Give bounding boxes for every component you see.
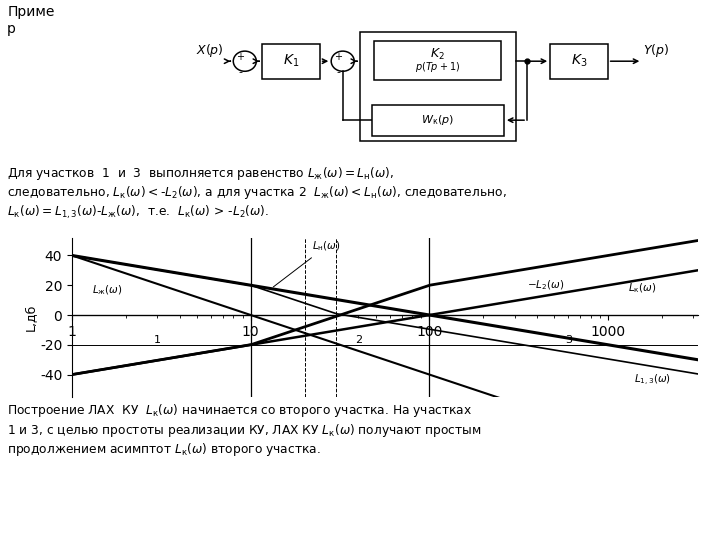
- Text: 2: 2: [355, 335, 362, 345]
- Text: $K_2$: $K_2$: [431, 46, 445, 62]
- Text: -: -: [238, 68, 242, 77]
- Text: $X(p)$: $X(p)$: [196, 42, 223, 59]
- Text: $L_\text{ж}(\omega)$: $L_\text{ж}(\omega)$: [92, 283, 123, 296]
- Text: $K_1$: $K_1$: [283, 53, 299, 70]
- Text: +: +: [334, 52, 342, 62]
- Text: Построение ЛАХ  КУ  $L_\text{к}(\omega)$ начинается со второго участка. На участ: Построение ЛАХ КУ $L_\text{к}(\omega)$ н…: [7, 402, 482, 458]
- Text: 3: 3: [565, 335, 572, 345]
- FancyBboxPatch shape: [374, 41, 501, 80]
- Text: $p(Tp+1)$: $p(Tp+1)$: [415, 60, 460, 74]
- Text: $W_\text{к}(p)$: $W_\text{к}(p)$: [421, 113, 454, 127]
- Text: $L_\text{н}(\omega)$: $L_\text{н}(\omega)$: [274, 240, 341, 287]
- Text: $L_\text{к}(\omega)$: $L_\text{к}(\omega)$: [629, 281, 657, 295]
- FancyBboxPatch shape: [360, 32, 516, 141]
- Text: $K_3$: $K_3$: [571, 53, 587, 70]
- FancyBboxPatch shape: [372, 105, 504, 136]
- FancyBboxPatch shape: [262, 44, 320, 79]
- Text: $L_{1,3}(\omega)$: $L_{1,3}(\omega)$: [634, 373, 671, 388]
- Text: Приме
р: Приме р: [7, 5, 55, 36]
- Text: $Y(p)$: $Y(p)$: [644, 42, 670, 59]
- Y-axis label: L,дб: L,дб: [24, 303, 37, 331]
- Text: 1: 1: [154, 335, 161, 345]
- Text: Для участков  1  и  3  выполняется равенство $L_{\text{ж}}(\omega)=L_{\text{н}}(: Для участков 1 и 3 выполняется равенство…: [7, 165, 507, 221]
- Text: $-L_2(\omega)$: $-L_2(\omega)$: [526, 279, 564, 292]
- Text: +: +: [236, 52, 244, 62]
- Text: -: -: [336, 68, 340, 77]
- FancyBboxPatch shape: [550, 44, 608, 79]
